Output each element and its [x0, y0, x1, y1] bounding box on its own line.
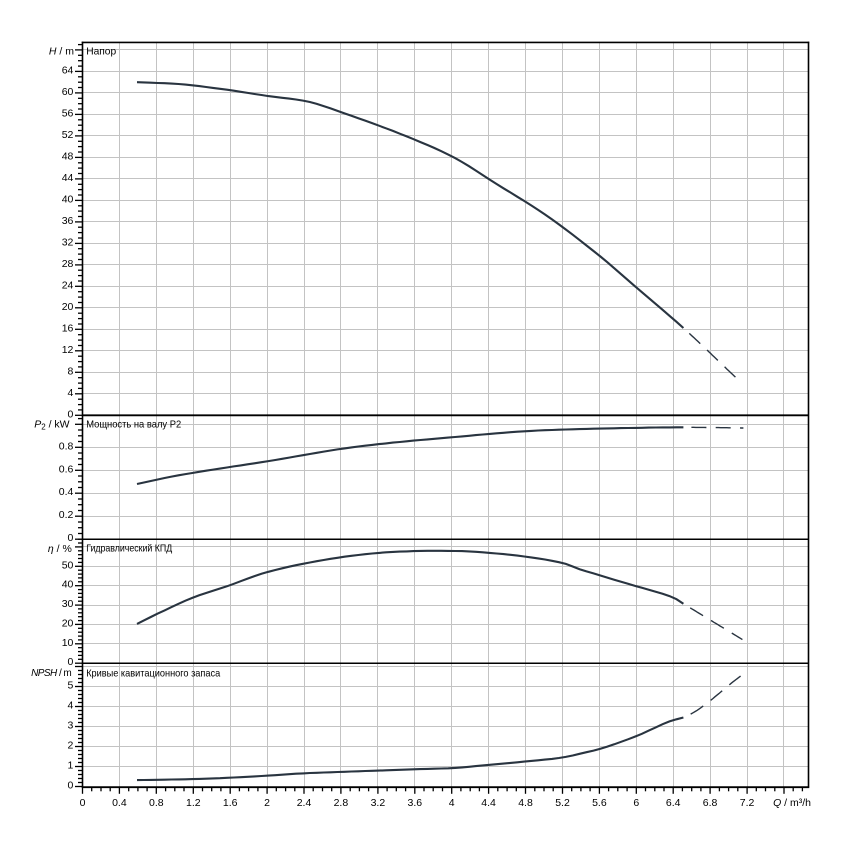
svg-text:0.8: 0.8	[59, 440, 74, 452]
svg-text:52: 52	[62, 129, 74, 141]
svg-text:24: 24	[62, 279, 74, 291]
svg-text:3.6: 3.6	[407, 797, 422, 809]
svg-text:0: 0	[68, 408, 74, 420]
svg-text:6.8: 6.8	[703, 797, 718, 809]
svg-text:1.6: 1.6	[223, 797, 238, 809]
svg-text:2: 2	[68, 740, 74, 752]
svg-text:0: 0	[68, 780, 74, 792]
svg-text:1: 1	[68, 760, 74, 772]
svg-text:η / %: η / %	[48, 543, 72, 555]
svg-text:3.2: 3.2	[371, 797, 386, 809]
svg-text:56: 56	[62, 107, 74, 119]
svg-text:P2 / kW: P2 / kW	[34, 419, 69, 432]
svg-text:0.6: 0.6	[59, 463, 74, 475]
svg-text:4: 4	[68, 700, 74, 712]
svg-text:32: 32	[62, 236, 74, 248]
svg-text:NPSH / m: NPSH / m	[31, 668, 71, 679]
svg-text:2.8: 2.8	[334, 797, 349, 809]
svg-text:2.4: 2.4	[297, 797, 312, 809]
svg-text:20: 20	[62, 301, 74, 313]
svg-text:16: 16	[62, 322, 74, 334]
svg-text:1.2: 1.2	[186, 797, 201, 809]
svg-text:Q / m³/h: Q / m³/h	[773, 797, 811, 809]
svg-text:28: 28	[62, 258, 74, 270]
svg-text:H / m: H / m	[49, 46, 74, 58]
svg-text:0: 0	[80, 797, 86, 809]
svg-text:60: 60	[62, 86, 74, 98]
svg-text:40: 40	[62, 579, 74, 591]
svg-text:4.8: 4.8	[518, 797, 533, 809]
svg-text:3: 3	[68, 720, 74, 732]
svg-text:Кривые кавитационного запаса: Кривые кавитационного запаса	[86, 667, 220, 679]
svg-text:36: 36	[62, 215, 74, 227]
svg-text:7.2: 7.2	[740, 797, 755, 809]
svg-text:4.4: 4.4	[481, 797, 496, 809]
svg-text:Гидравлический КПД: Гидравлический КПД	[86, 543, 172, 555]
svg-text:2: 2	[264, 797, 270, 809]
svg-text:6.4: 6.4	[666, 797, 681, 809]
svg-text:30: 30	[62, 598, 74, 610]
svg-text:Мощность на валу P2: Мощность на валу P2	[86, 419, 181, 431]
svg-text:8: 8	[68, 365, 74, 377]
svg-text:5.6: 5.6	[592, 797, 607, 809]
svg-text:Напор: Напор	[86, 45, 116, 57]
svg-text:0: 0	[68, 656, 74, 668]
svg-text:0.4: 0.4	[59, 486, 74, 498]
svg-text:0.2: 0.2	[59, 509, 74, 521]
svg-text:44: 44	[62, 172, 74, 184]
svg-text:50: 50	[62, 559, 74, 571]
svg-text:10: 10	[62, 637, 74, 649]
svg-text:5: 5	[68, 680, 74, 692]
svg-text:0.4: 0.4	[112, 797, 127, 809]
svg-text:40: 40	[62, 193, 74, 205]
svg-text:0.8: 0.8	[149, 797, 164, 809]
svg-text:6: 6	[633, 797, 639, 809]
svg-text:48: 48	[62, 150, 74, 162]
svg-text:5.2: 5.2	[555, 797, 570, 809]
svg-text:12: 12	[62, 344, 74, 356]
svg-text:20: 20	[62, 617, 74, 629]
svg-text:0: 0	[68, 532, 74, 544]
svg-text:4: 4	[68, 387, 74, 399]
svg-text:64: 64	[62, 64, 74, 76]
svg-text:4: 4	[449, 797, 455, 809]
